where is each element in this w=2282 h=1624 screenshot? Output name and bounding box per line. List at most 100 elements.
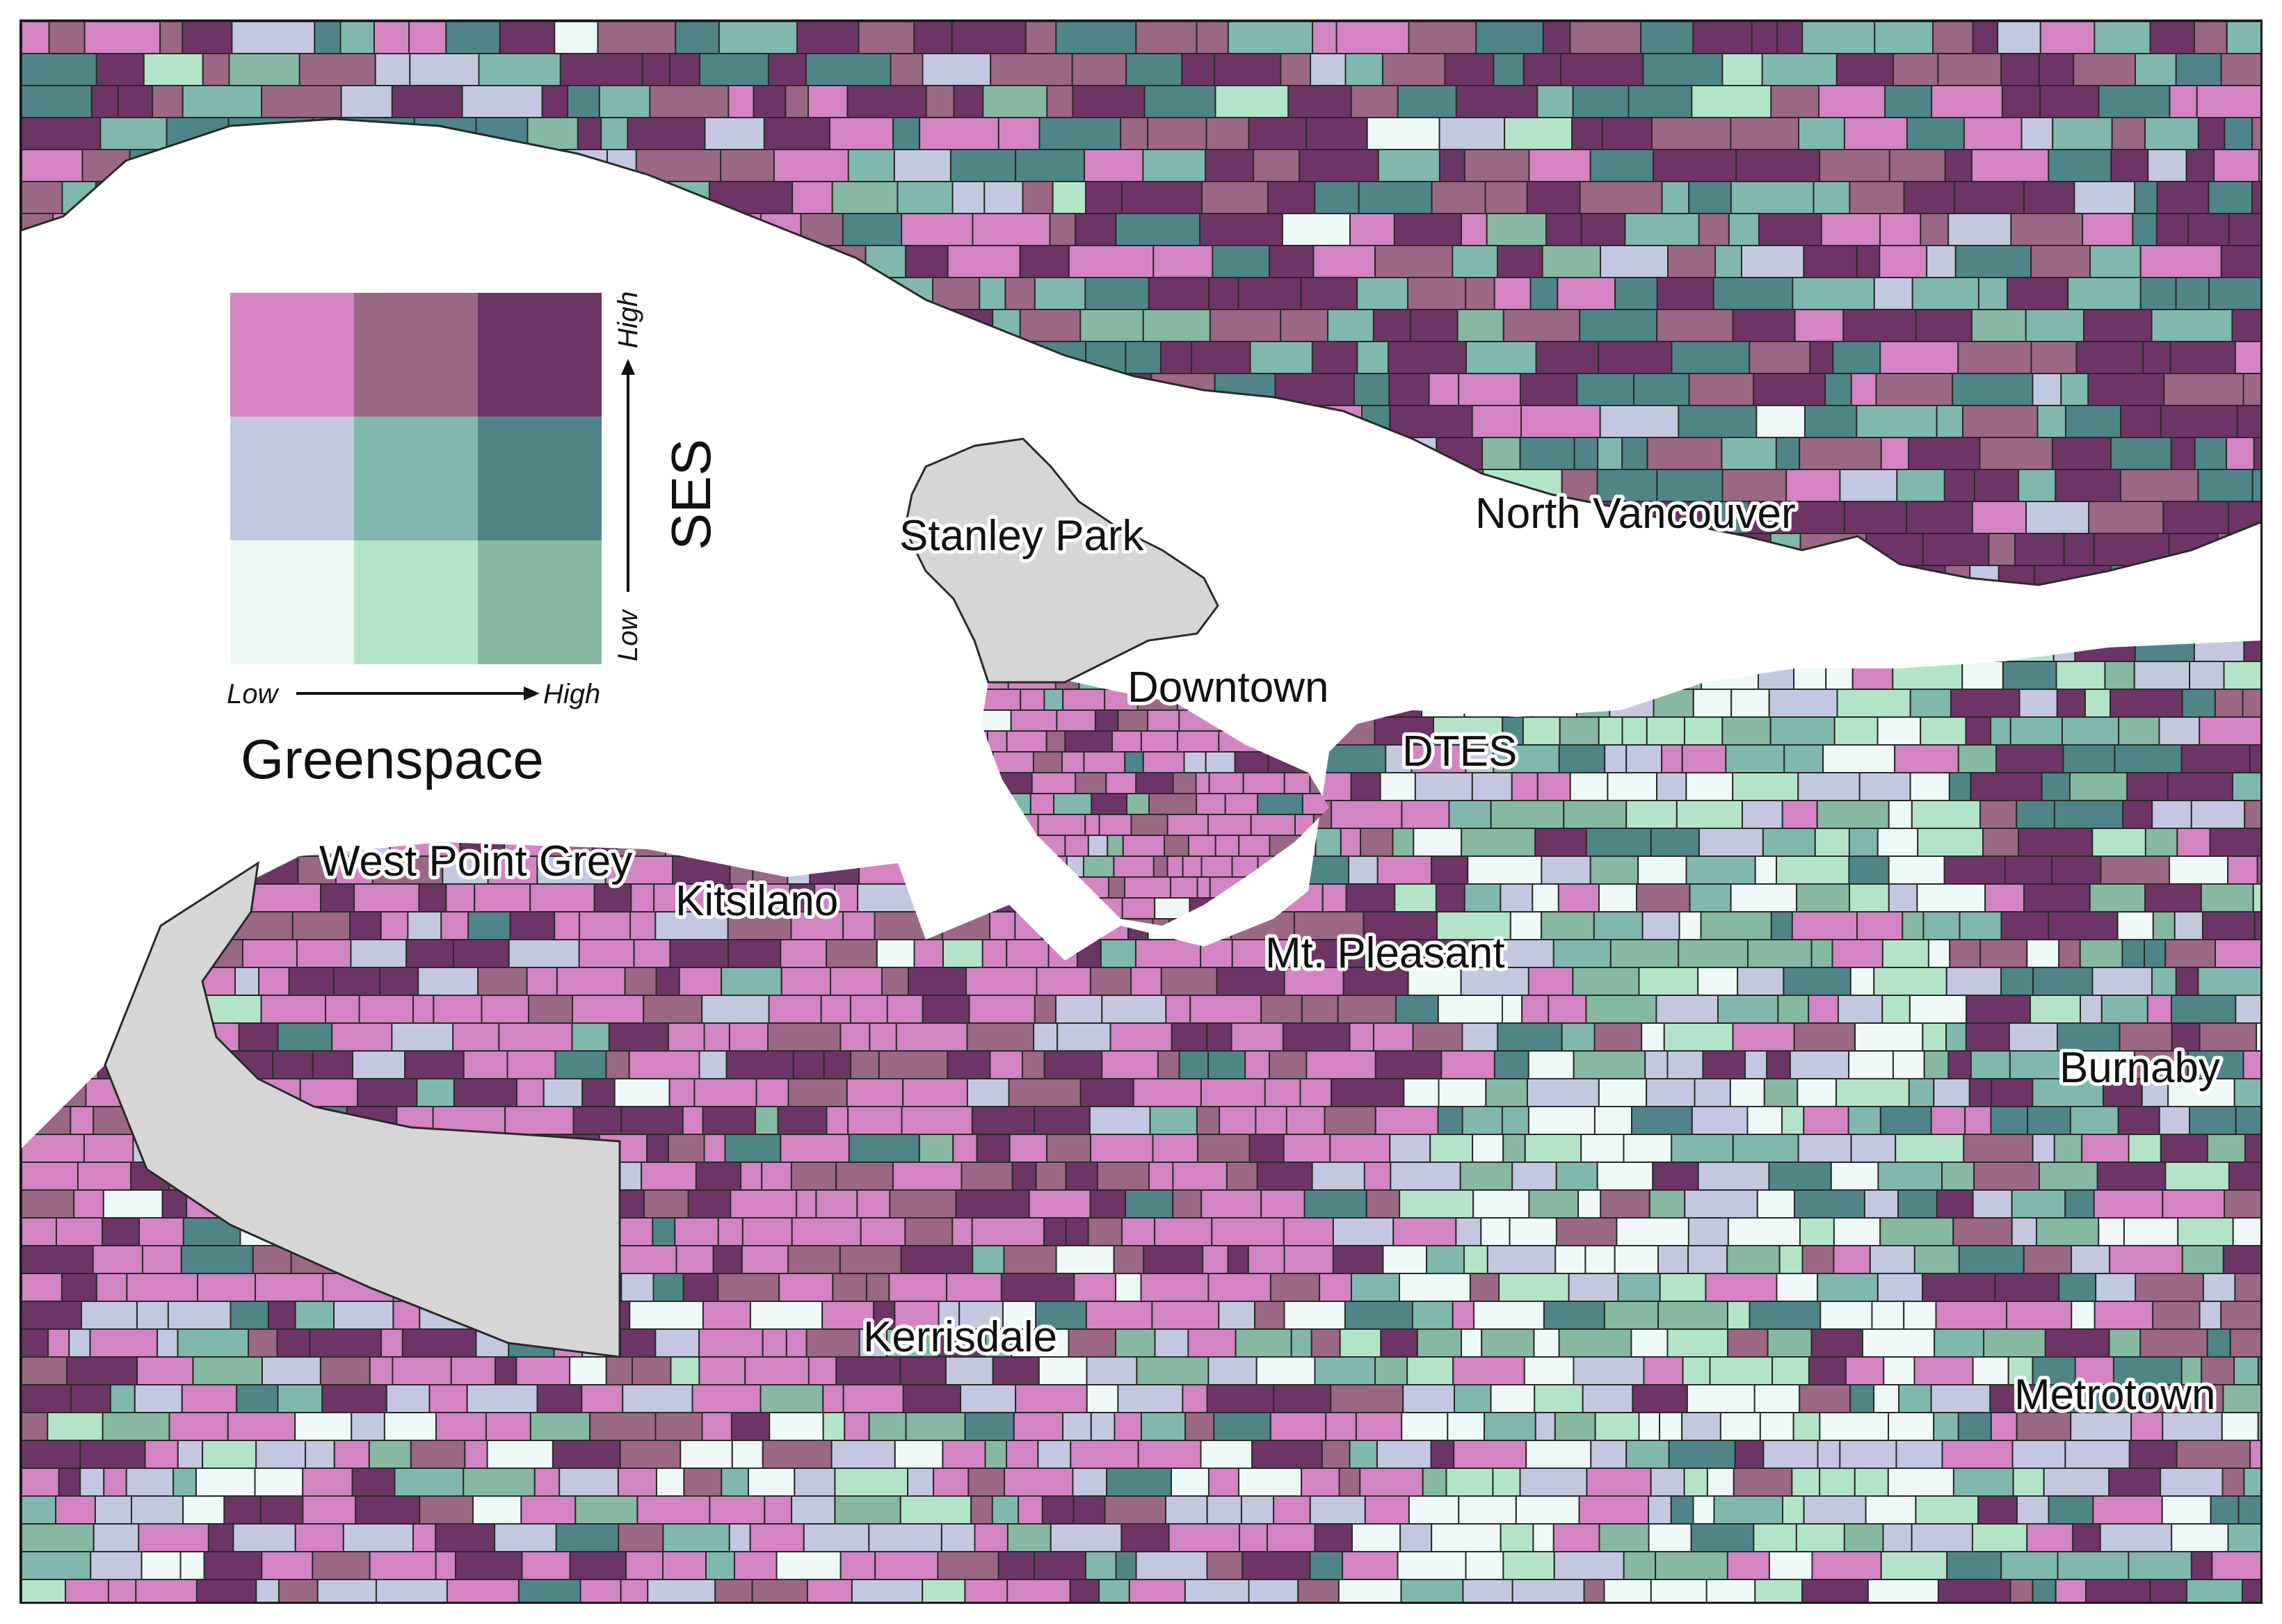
legend-y-high: High <box>613 291 643 348</box>
census-tract <box>1854 1022 1924 1052</box>
census-tract <box>572 1106 622 1135</box>
census-tract <box>1143 1245 1204 1274</box>
census-tract <box>1748 501 1772 534</box>
census-tract <box>1389 405 1473 438</box>
census-tract <box>109 1384 136 1413</box>
census-tract <box>1227 1245 1249 1274</box>
census-tract <box>1819 1301 1873 1330</box>
census-tract <box>701 1412 732 1441</box>
census-tract <box>1358 181 1433 214</box>
census-tract <box>1777 995 1810 1024</box>
census-tract <box>168 1412 229 1441</box>
census-tract <box>2039 22 2096 54</box>
census-tract <box>886 995 924 1024</box>
census-tract <box>1035 1301 1087 1330</box>
census-tract <box>1922 911 1961 940</box>
census-tract <box>858 22 915 54</box>
census-tract <box>907 1468 935 1497</box>
census-tract <box>1813 181 1851 214</box>
census-tract <box>1770 911 1793 940</box>
census-tract <box>1098 1579 1130 1602</box>
census-tract <box>2170 437 2196 470</box>
census-tract <box>895 1022 968 1052</box>
census-tract <box>1972 1189 2013 1219</box>
census-tract <box>1460 213 1488 246</box>
census-tract <box>1090 1134 1154 1163</box>
census-tract <box>1344 53 1383 86</box>
census-tract <box>277 1384 323 1413</box>
census-tract <box>1650 1579 1708 1602</box>
census-tract <box>22 1161 79 1191</box>
census-tract <box>2256 1022 2260 1052</box>
census-tract <box>1848 855 1890 885</box>
census-tract <box>47 1328 70 1358</box>
census-tract <box>1835 53 1895 86</box>
census-tract <box>1589 149 1655 182</box>
census-tract <box>624 967 657 996</box>
census-tract <box>435 1523 496 1552</box>
census-tract <box>1140 1273 1210 1302</box>
census-tract <box>2000 1551 2059 1580</box>
census-tract <box>1641 1022 1665 1052</box>
census-tract <box>22 1245 94 1274</box>
census-tract <box>1484 1412 1536 1441</box>
census-tract <box>2092 1495 2163 1525</box>
census-tract <box>682 1106 704 1135</box>
census-tract <box>2193 22 2228 54</box>
census-tract <box>536 1384 583 1413</box>
census-tract <box>353 883 420 913</box>
census-tract <box>1632 1384 1688 1413</box>
census-tract <box>761 1161 792 1191</box>
census-tract <box>1172 1161 1228 1191</box>
census-tract <box>1783 967 1851 996</box>
census-tract <box>1641 911 1680 940</box>
census-tract <box>2224 1189 2260 1219</box>
census-tract <box>768 995 822 1024</box>
census-tract <box>1115 213 1201 246</box>
census-tract <box>22 181 63 214</box>
census-tract <box>2014 533 2065 566</box>
census-tract <box>1799 437 1882 470</box>
census-tract <box>1282 1022 1351 1052</box>
census-tract <box>1128 1579 1186 1602</box>
census-tract <box>520 1495 577 1525</box>
census-tract <box>305 1440 335 1469</box>
census-tract <box>1968 1078 1993 1107</box>
legend-x-title: Greenspace <box>241 728 544 790</box>
census-tract <box>177 1440 204 1469</box>
census-tract <box>839 1245 902 1274</box>
census-tract <box>1697 1161 1770 1191</box>
census-tract <box>260 995 327 1024</box>
census-tract <box>1850 1134 1897 1163</box>
census-tract <box>1883 1356 1915 1385</box>
census-tract <box>1035 1161 1067 1191</box>
census-tract <box>55 1217 104 1246</box>
choropleth-map[interactable]: Stanley Park North Vancouver Downtown DT… <box>22 22 2260 1602</box>
census-tract <box>351 1468 396 1497</box>
census-tract <box>1101 1050 1159 1079</box>
census-tract <box>574 1495 638 1525</box>
census-tract <box>1681 1412 1721 1441</box>
census-tract <box>1873 1384 1900 1413</box>
census-tract <box>79 1440 146 1469</box>
census-tract <box>2082 213 2134 246</box>
census-tract <box>1087 835 1109 857</box>
census-tract <box>2122 800 2153 829</box>
census-tract <box>2126 772 2169 801</box>
census-tract <box>1461 1022 1499 1052</box>
census-tract <box>1698 213 1730 246</box>
census-tract <box>1593 911 1644 940</box>
census-tract <box>180 1245 254 1274</box>
census-tract <box>1726 1551 1770 1580</box>
census-tract <box>992 751 1034 773</box>
census-tract <box>1601 117 1653 150</box>
census-tract <box>136 1356 194 1385</box>
census-tract <box>2144 828 2178 857</box>
census-tract <box>2032 1356 2076 1385</box>
census-tract <box>1107 835 1124 857</box>
census-tract <box>2158 716 2201 746</box>
census-tract <box>1741 800 1783 829</box>
census-tract <box>1249 341 1313 374</box>
census-tract <box>1494 939 1554 968</box>
census-tract <box>1022 181 1054 214</box>
